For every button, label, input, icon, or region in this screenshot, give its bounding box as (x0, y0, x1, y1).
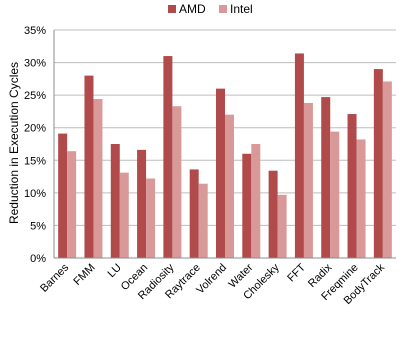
bar-amd-barnes (58, 133, 68, 258)
bar-intel-bodytrack (382, 81, 392, 258)
bar-intel-cholesky (277, 194, 287, 258)
x-tick-label: Barnes (38, 261, 71, 294)
x-tick-label: LU (105, 262, 123, 280)
bar-intel-raytrace (198, 183, 208, 258)
x-tick-label: FMM (71, 262, 97, 288)
x-tick-label: FFT (285, 261, 308, 284)
y-tick-label: 5% (30, 220, 46, 232)
bar-intel-barnes (67, 151, 77, 258)
bar-amd-fmm (84, 75, 94, 258)
y-tick-label: 10% (24, 188, 46, 200)
y-tick-label: 15% (24, 155, 46, 167)
bar-amd-water (242, 153, 252, 258)
legend: AMD Intel (168, 2, 253, 16)
legend-swatch-intel (219, 5, 227, 13)
bar-amd-lu (110, 144, 120, 258)
bar-amd-fft (294, 53, 304, 258)
bar-amd-volrend (216, 88, 225, 258)
y-tick-label: 30% (24, 58, 46, 70)
bar-intel-fft (303, 102, 313, 259)
bar-amd-radix (321, 97, 331, 259)
bar-amd-raytrace (189, 169, 199, 258)
bar-amd-ocean (137, 149, 147, 258)
bar-intel-volrend (225, 114, 234, 258)
bars (58, 53, 392, 259)
bar-intel-radix (330, 131, 340, 258)
y-tick-label: 25% (24, 90, 46, 102)
bar-intel-freqmine (356, 139, 366, 258)
y-tick-label: 35% (24, 25, 46, 37)
legend-swatch-amd (168, 5, 176, 13)
bar-amd-bodytrack (373, 69, 383, 258)
bar-amd-radiosity (163, 56, 173, 258)
bar-amd-cholesky (268, 170, 278, 258)
bar-intel-fmm (93, 99, 103, 259)
bar-intel-water (251, 144, 261, 258)
bar-intel-radiosity (172, 106, 182, 259)
bar-intel-ocean (146, 178, 156, 258)
legend-label-amd: AMD (179, 2, 206, 16)
y-tick-label: 20% (24, 123, 46, 135)
y-tick-label: 0% (30, 253, 46, 265)
axes (53, 30, 396, 259)
bar-intel-lu (119, 172, 129, 258)
bar-amd-freqmine (347, 114, 357, 258)
legend-label-intel: Intel (230, 2, 253, 16)
y-axis-title: Reduction in Execution Cycles (7, 62, 21, 224)
